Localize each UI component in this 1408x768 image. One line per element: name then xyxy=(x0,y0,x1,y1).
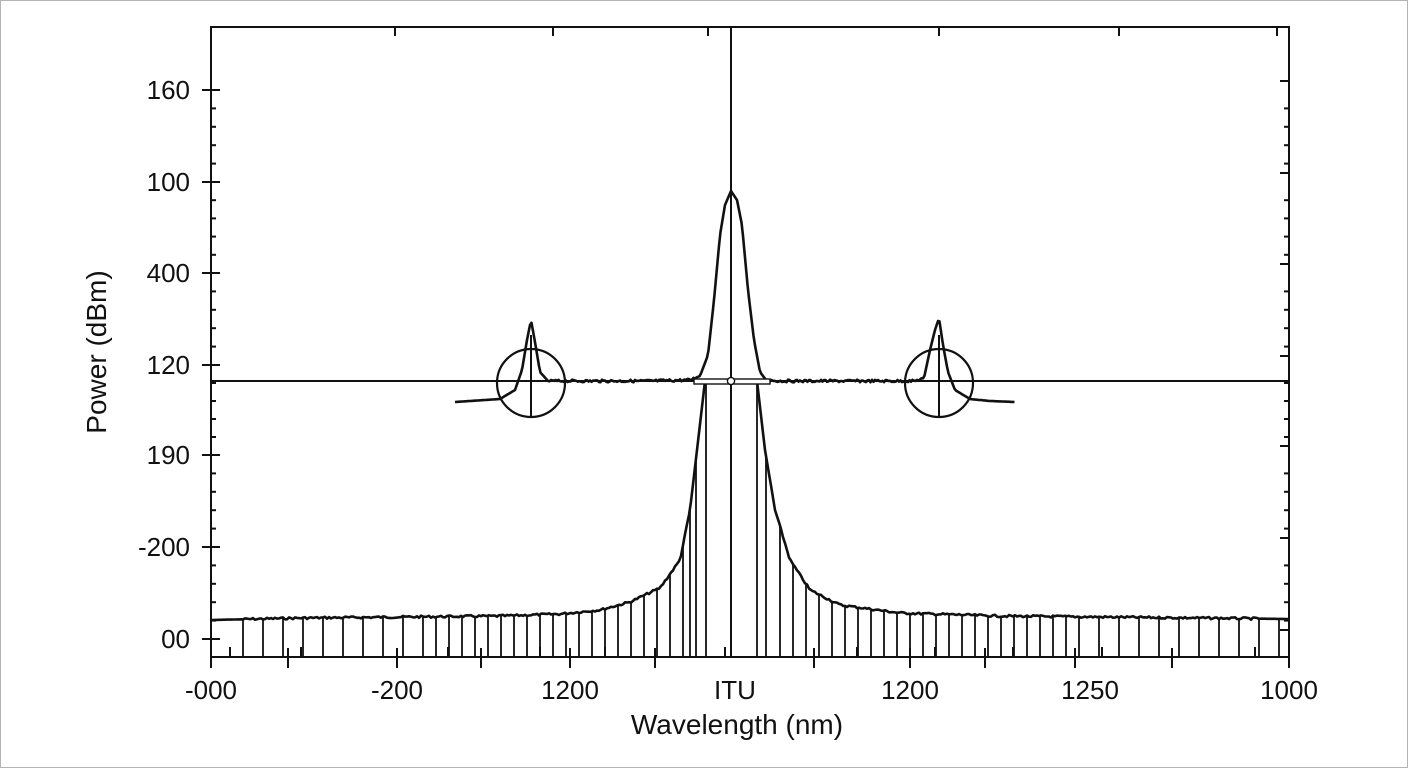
lower-trace-line xyxy=(211,380,1289,622)
plot-area xyxy=(210,26,1290,658)
y-tick-label: 120 xyxy=(147,350,190,380)
x-tick-label: -000 xyxy=(185,675,237,705)
x-tick-label: 1200 xyxy=(881,675,939,705)
y-tick-label: 190 xyxy=(147,440,190,470)
x-tick-label: ITU xyxy=(714,675,756,705)
y-axis-ticks xyxy=(202,80,1289,640)
itu-marker xyxy=(726,376,736,386)
x-axis-ticks xyxy=(210,27,1290,668)
x-tick-label: 1250 xyxy=(1061,675,1119,705)
x-axis-title: Wavelength (nm) xyxy=(631,709,843,740)
x-tick-label: -200 xyxy=(371,675,423,705)
upper-trace-line xyxy=(454,189,1015,404)
y-tick-label: 400 xyxy=(147,258,190,288)
y-tick-label: 160 xyxy=(147,75,190,105)
x-axis-tick-labels: -000 -200 1200 ITU 1200 1250 1000 xyxy=(185,675,1318,705)
y-tick-label: -200 xyxy=(138,532,190,562)
y-tick-label: 100 xyxy=(147,167,190,197)
sample-bars xyxy=(242,381,1280,657)
y-axis-tick-labels: 160 100 400 120 190 -200 00 xyxy=(138,75,190,654)
x-tick-label: 1200 xyxy=(541,675,599,705)
y-axis-title: Power (dBm) xyxy=(81,270,112,433)
y-tick-label: 00 xyxy=(161,624,190,654)
x-tick-label: 1000 xyxy=(1260,675,1318,705)
